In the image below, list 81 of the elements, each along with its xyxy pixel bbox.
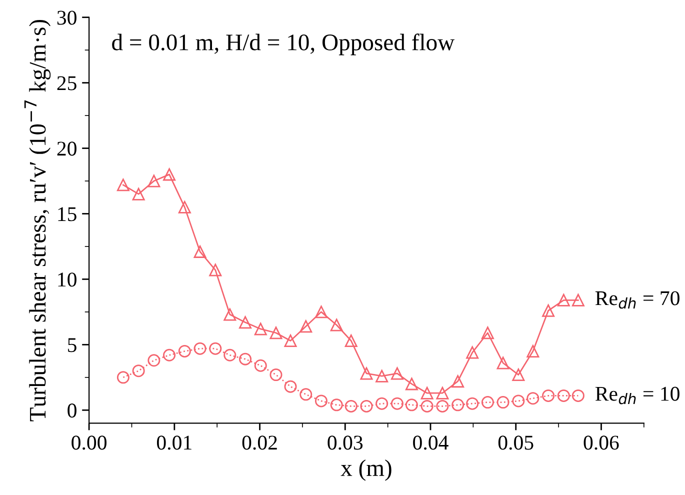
point — [420, 386, 434, 400]
point — [512, 394, 525, 408]
point — [330, 398, 343, 412]
point — [239, 316, 252, 329]
point — [557, 294, 570, 306]
point — [224, 348, 236, 362]
point — [284, 380, 297, 393]
series-label: Re$_{dh}$ = 70 — [595, 291, 680, 309]
point — [542, 389, 555, 402]
point — [132, 188, 145, 200]
point — [526, 344, 540, 358]
point — [239, 352, 252, 366]
y-tick-label: 15 — [58, 207, 76, 222]
point — [466, 397, 479, 410]
point — [466, 346, 479, 359]
series-label: Re$_{dh}$ = 10 — [595, 386, 680, 404]
point — [209, 264, 222, 276]
point — [436, 400, 449, 412]
point — [452, 398, 464, 412]
point — [284, 334, 297, 347]
point — [116, 371, 130, 384]
point — [557, 389, 570, 402]
y-tick-label: 20 — [57, 142, 76, 156]
point — [496, 356, 510, 370]
y-tick-label: 25 — [57, 76, 76, 90]
point — [254, 322, 267, 336]
point — [148, 354, 160, 367]
point — [344, 334, 358, 347]
point — [390, 397, 404, 410]
point — [224, 308, 236, 321]
point — [572, 294, 584, 306]
point — [452, 375, 464, 388]
point — [163, 168, 176, 181]
point — [481, 396, 494, 409]
point — [436, 386, 449, 400]
point — [314, 306, 328, 318]
point — [360, 400, 373, 412]
annotation: d = 0.01 m, H/d = 10, Opposed flow — [112, 34, 455, 56]
point — [300, 388, 312, 401]
point — [194, 245, 206, 258]
y-tick-label: 10 — [58, 272, 76, 287]
point — [178, 344, 191, 358]
point — [254, 359, 267, 372]
x-tick-label: 0.03 — [328, 436, 363, 450]
point — [405, 398, 418, 412]
point — [542, 304, 555, 317]
point — [132, 364, 145, 378]
point — [481, 326, 494, 340]
point — [496, 396, 510, 409]
x-tick-label: 0.00 — [72, 436, 106, 450]
x-tick-label: 0.02 — [242, 436, 277, 450]
point — [116, 178, 130, 192]
point — [526, 392, 540, 405]
point — [163, 348, 176, 362]
x-tick-label: 0.04 — [413, 436, 448, 450]
y-axis-title: Turbulent shear stress, ru′v′ (10$^{−7}$ kg/m·s) — [24, 20, 51, 422]
x-tick-label: 0.01 — [156, 436, 192, 450]
point — [405, 378, 418, 390]
point — [572, 389, 584, 402]
point — [194, 342, 206, 355]
point — [376, 397, 388, 410]
y-tick-label: 5 — [68, 338, 76, 352]
x-tick-label: 0.06 — [584, 436, 619, 450]
point — [330, 318, 343, 332]
point — [360, 367, 373, 380]
point — [300, 320, 312, 333]
point — [270, 368, 282, 382]
point — [376, 370, 388, 382]
point — [209, 342, 222, 355]
point — [314, 394, 328, 408]
point — [420, 400, 434, 412]
point — [270, 326, 282, 340]
point — [148, 174, 160, 188]
point — [390, 367, 404, 380]
x-axis-title: x (m) — [340, 459, 392, 481]
y-tick-label: 0 — [68, 404, 76, 418]
y-tick-label: 30 — [57, 10, 76, 25]
point — [512, 368, 525, 382]
point — [344, 400, 358, 412]
x-tick-label: 0.05 — [498, 436, 534, 450]
point — [178, 200, 191, 214]
